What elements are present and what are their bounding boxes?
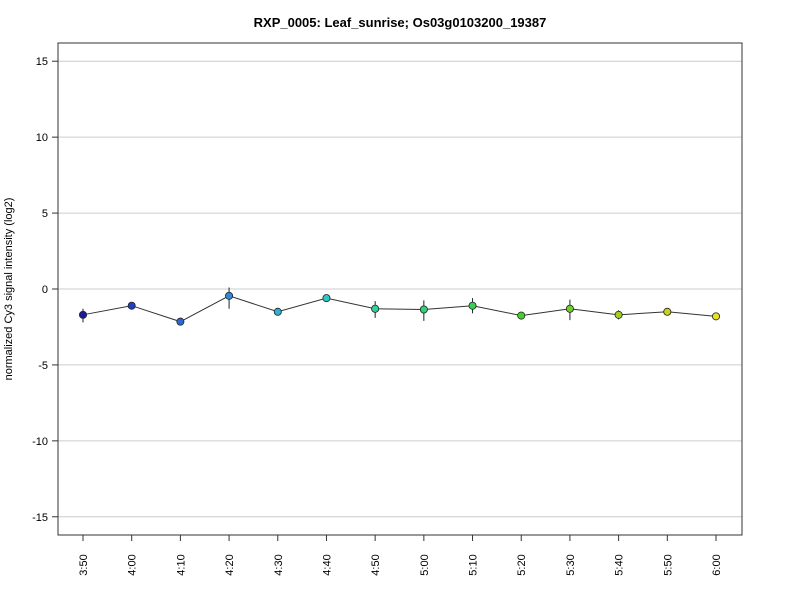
data-point xyxy=(371,304,380,313)
data-point xyxy=(273,307,282,316)
x-tick-label: 4:40 xyxy=(321,554,333,575)
data-point xyxy=(176,317,185,326)
x-tick-label: 5:50 xyxy=(662,554,674,575)
series-polyline xyxy=(82,295,717,323)
x-tick-label: 4:50 xyxy=(370,554,382,575)
x-tick-label: 5:00 xyxy=(419,554,431,575)
y-tick-label: -10 xyxy=(32,436,48,448)
data-point xyxy=(663,307,672,316)
x-tick-label: 5:40 xyxy=(614,554,626,575)
data-point xyxy=(712,312,721,321)
y-tick-label: -5 xyxy=(38,360,48,372)
y-axis: -15 -10 -5 0 5 10 15 xyxy=(32,56,58,524)
x-tick-label: 4:00 xyxy=(127,554,139,575)
x-tick-label: 5:10 xyxy=(468,554,480,575)
data-point xyxy=(614,310,623,319)
x-tick-label: 3:50 xyxy=(78,554,90,575)
plot-frame xyxy=(57,42,743,536)
y-axis-label: normalized Cy3 signal intensity (log2) xyxy=(3,198,15,381)
y-tick-label: 0 xyxy=(42,284,48,296)
x-tick-label: 5:20 xyxy=(516,554,528,575)
x-tick-label: 4:10 xyxy=(175,554,187,575)
x-tick-label: 5:30 xyxy=(565,554,577,575)
data-point xyxy=(468,301,477,310)
data-point xyxy=(322,294,331,303)
series-line xyxy=(82,295,717,323)
x-axis: 3:50 4:00 4:10 4:20 4:30 4:40 4:50 5:00 5:10 5:20… xyxy=(78,535,723,576)
x-tick-label: 4:20 xyxy=(224,554,236,575)
x-tick-label: 6:00 xyxy=(711,554,723,575)
x-tick-label: 4:30 xyxy=(273,554,285,575)
data-point xyxy=(225,291,234,300)
chart-title: RXP_0005: Leaf_sunrise; Os03g0103200_193… xyxy=(254,15,547,30)
y-tick-label: 15 xyxy=(36,56,48,68)
data-points xyxy=(79,291,721,326)
y-tick-label: 5 xyxy=(42,208,48,220)
data-point xyxy=(517,311,526,320)
gridlines xyxy=(58,60,742,518)
data-point xyxy=(79,310,88,319)
data-point xyxy=(127,301,136,310)
data-point xyxy=(565,304,574,313)
data-point xyxy=(419,305,428,314)
y-tick-label: 10 xyxy=(36,132,48,144)
y-tick-label: -15 xyxy=(32,512,48,524)
